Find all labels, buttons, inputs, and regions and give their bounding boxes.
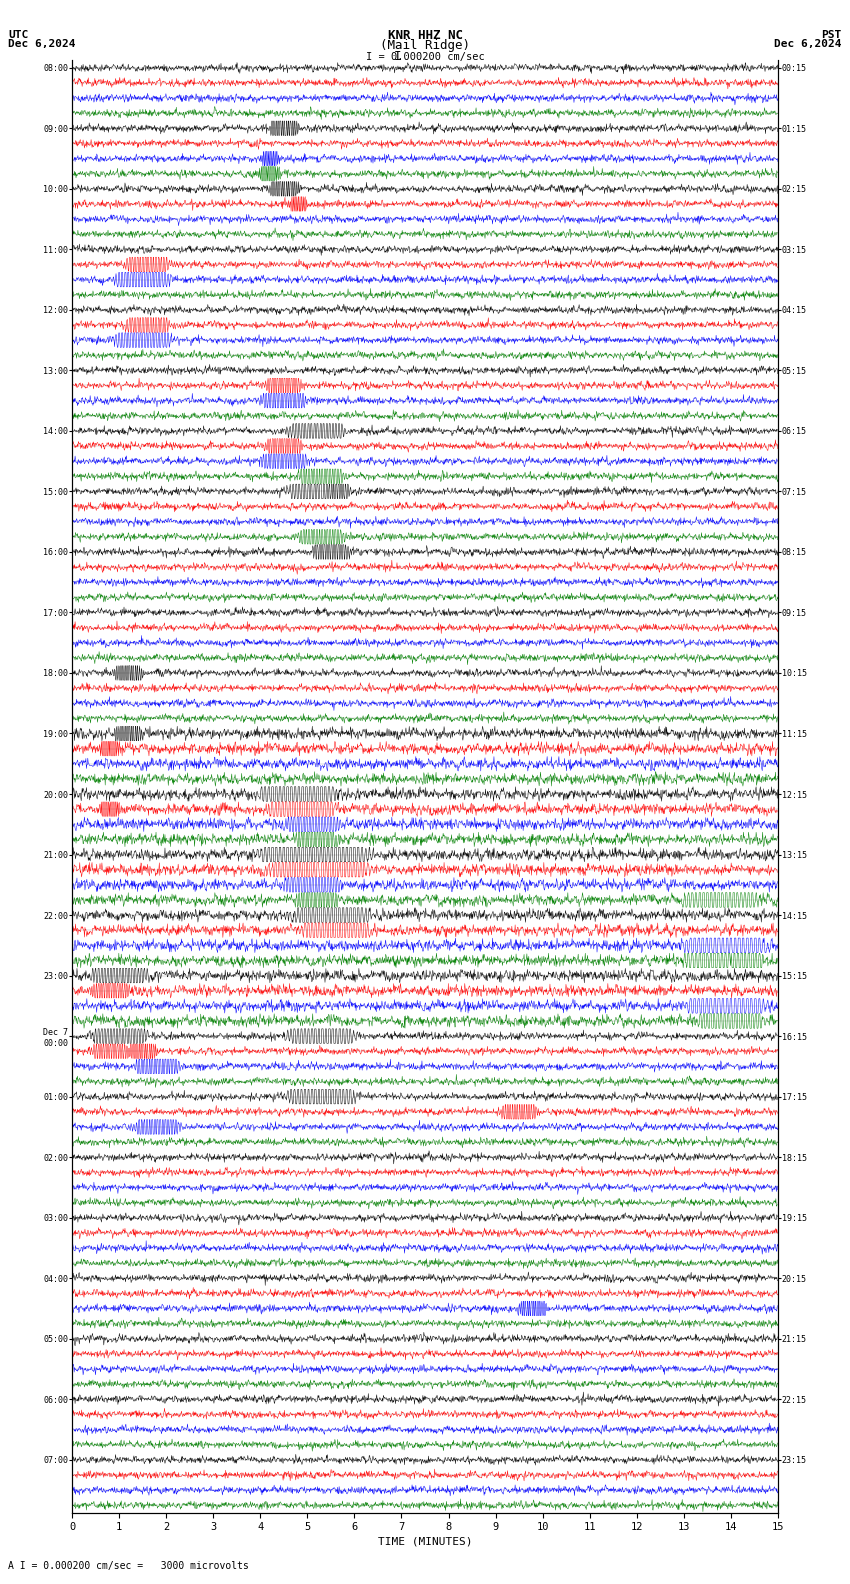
Text: I = 0.000200 cm/sec: I = 0.000200 cm/sec: [366, 52, 484, 62]
Text: Dec 6,2024: Dec 6,2024: [8, 40, 76, 49]
Text: UTC: UTC: [8, 30, 29, 40]
Text: Dec 6,2024: Dec 6,2024: [774, 40, 842, 49]
Text: PST: PST: [821, 30, 842, 40]
Text: KNR HHZ NC: KNR HHZ NC: [388, 29, 462, 43]
Text: I: I: [394, 49, 401, 63]
Text: A I = 0.000200 cm/sec =   3000 microvolts: A I = 0.000200 cm/sec = 3000 microvolts: [8, 1562, 249, 1571]
X-axis label: TIME (MINUTES): TIME (MINUTES): [377, 1536, 473, 1546]
Text: (Mail Ridge): (Mail Ridge): [380, 40, 470, 52]
